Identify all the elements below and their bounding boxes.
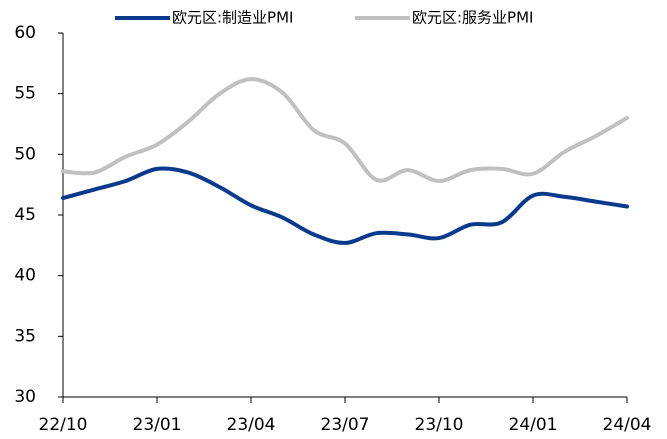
series-line: [61, 166, 629, 245]
y-tick-label: 40: [14, 266, 36, 286]
x-tick-label: 24/04: [603, 415, 652, 435]
x-tick-label: 23/07: [321, 415, 370, 435]
y-tick-label: 50: [14, 144, 36, 164]
y-tick-label: 35: [14, 326, 36, 346]
x-tick-label: 24/01: [509, 415, 558, 435]
x-tick-label: 23/01: [133, 415, 182, 435]
y-tick-label: 55: [14, 84, 36, 104]
y-tick-label: 30: [14, 387, 36, 407]
x-tick-label: 22/10: [39, 415, 88, 435]
y-tick-label: 60: [14, 23, 36, 43]
legend-label: 欧元区:服务业PMI: [412, 9, 533, 27]
x-tick-label: 23/10: [415, 415, 464, 435]
series-line: [61, 77, 629, 184]
x-tick-label: 23/04: [227, 415, 276, 435]
legend-label: 欧元区:制造业PMI: [172, 9, 293, 27]
y-tick-label: 45: [14, 205, 36, 225]
